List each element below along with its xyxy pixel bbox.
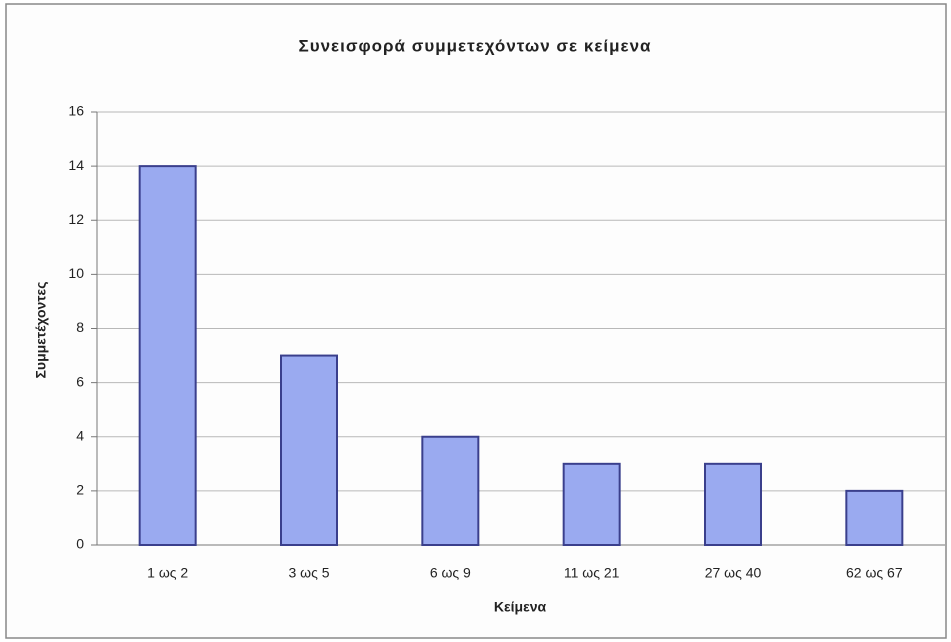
chart-title: Συνεισφορά συμμετεχόντων σε κείμενα bbox=[299, 36, 652, 55]
bar bbox=[845, 489, 904, 546]
x-tick-label: 3 ως 5 bbox=[288, 565, 329, 581]
x-tick-label: 27 ως 40 bbox=[705, 565, 762, 581]
bar bbox=[704, 462, 762, 546]
x-tick-label: 1 ως 2 bbox=[147, 565, 188, 581]
y-tick-label: 4 bbox=[76, 427, 84, 443]
y-tick-label: 6 bbox=[76, 373, 84, 389]
bar bbox=[280, 354, 338, 546]
y-tick-label: 10 bbox=[68, 265, 84, 281]
y-tick-label: 0 bbox=[76, 536, 84, 552]
y-tick-label: 16 bbox=[68, 103, 84, 119]
x-tick-label: 11 ως 21 bbox=[564, 565, 620, 581]
y-tick-label: 14 bbox=[68, 157, 84, 173]
y-tick-label: 12 bbox=[68, 211, 84, 227]
bar bbox=[421, 435, 480, 546]
x-tick-label: 62 ως 67 bbox=[846, 565, 903, 581]
x-axis-label: Κείμενα bbox=[494, 599, 547, 615]
x-tick-label: 6 ως 9 bbox=[430, 565, 471, 581]
bar bbox=[562, 462, 621, 546]
y-tick-label: 8 bbox=[76, 319, 84, 335]
y-axis-label: Συμμετέχοντες bbox=[33, 282, 49, 379]
bar bbox=[138, 165, 197, 546]
y-tick-label: 2 bbox=[76, 482, 84, 498]
